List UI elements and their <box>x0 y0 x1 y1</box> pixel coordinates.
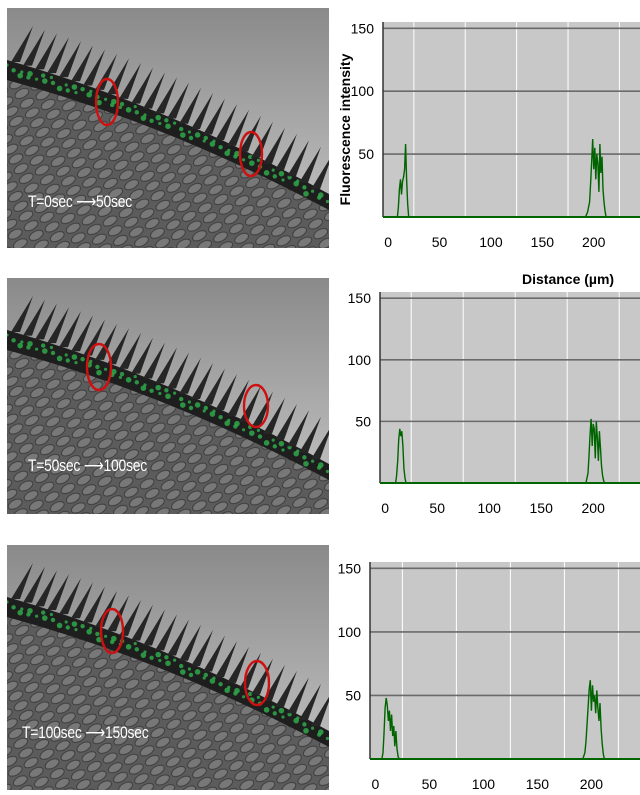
y-axis-title: Fluorescence intensity <box>337 53 353 205</box>
y-tick-label: 150 <box>348 290 372 306</box>
micrograph-drawing <box>7 545 329 790</box>
micrograph-drawing <box>7 278 329 514</box>
x-tick-label: 150 <box>530 500 554 516</box>
microscopy-image <box>7 8 329 248</box>
y-tick-label: 100 <box>348 352 372 368</box>
x-tick-label: 50 <box>432 234 448 250</box>
micrograph-drawing <box>7 8 329 248</box>
intensity-series-line <box>385 418 635 484</box>
time-label: T=100sec ⟶150sec <box>22 723 149 742</box>
plot-area <box>380 292 640 483</box>
x-axis-title: Distance (µm) <box>522 271 614 287</box>
y-tick-label: 50 <box>358 146 374 162</box>
x-tick-label: 200 <box>582 500 606 516</box>
y-tick-label: 50 <box>355 413 371 429</box>
x-tick-label: 50 <box>422 776 438 792</box>
y-tick-label: 100 <box>351 83 375 99</box>
x-tick-label: 200 <box>582 234 606 250</box>
intensity-series-line <box>375 680 635 760</box>
x-tick-label: 100 <box>472 776 496 792</box>
x-tick-label: 0 <box>381 500 389 516</box>
x-tick-label: 150 <box>526 776 550 792</box>
microscopy-image <box>7 278 329 514</box>
microscopy-image <box>7 545 329 790</box>
intensity-series-line <box>388 138 635 218</box>
x-tick-label: 200 <box>580 776 604 792</box>
x-tick-label: 0 <box>372 776 380 792</box>
plot-area <box>383 22 640 217</box>
time-label: T=50sec ⟶100sec <box>28 456 147 475</box>
plot-area <box>370 562 640 759</box>
x-tick-label: 0 <box>384 234 392 250</box>
x-tick-label: 50 <box>429 500 445 516</box>
time-label: T=0sec ⟶50sec <box>28 192 132 211</box>
y-tick-label: 50 <box>345 687 361 703</box>
x-tick-label: 150 <box>531 234 555 250</box>
x-tick-label: 100 <box>479 234 503 250</box>
x-tick-label: 100 <box>478 500 502 516</box>
y-tick-label: 150 <box>338 560 362 576</box>
y-tick-label: 150 <box>351 20 375 36</box>
y-tick-label: 100 <box>338 624 362 640</box>
